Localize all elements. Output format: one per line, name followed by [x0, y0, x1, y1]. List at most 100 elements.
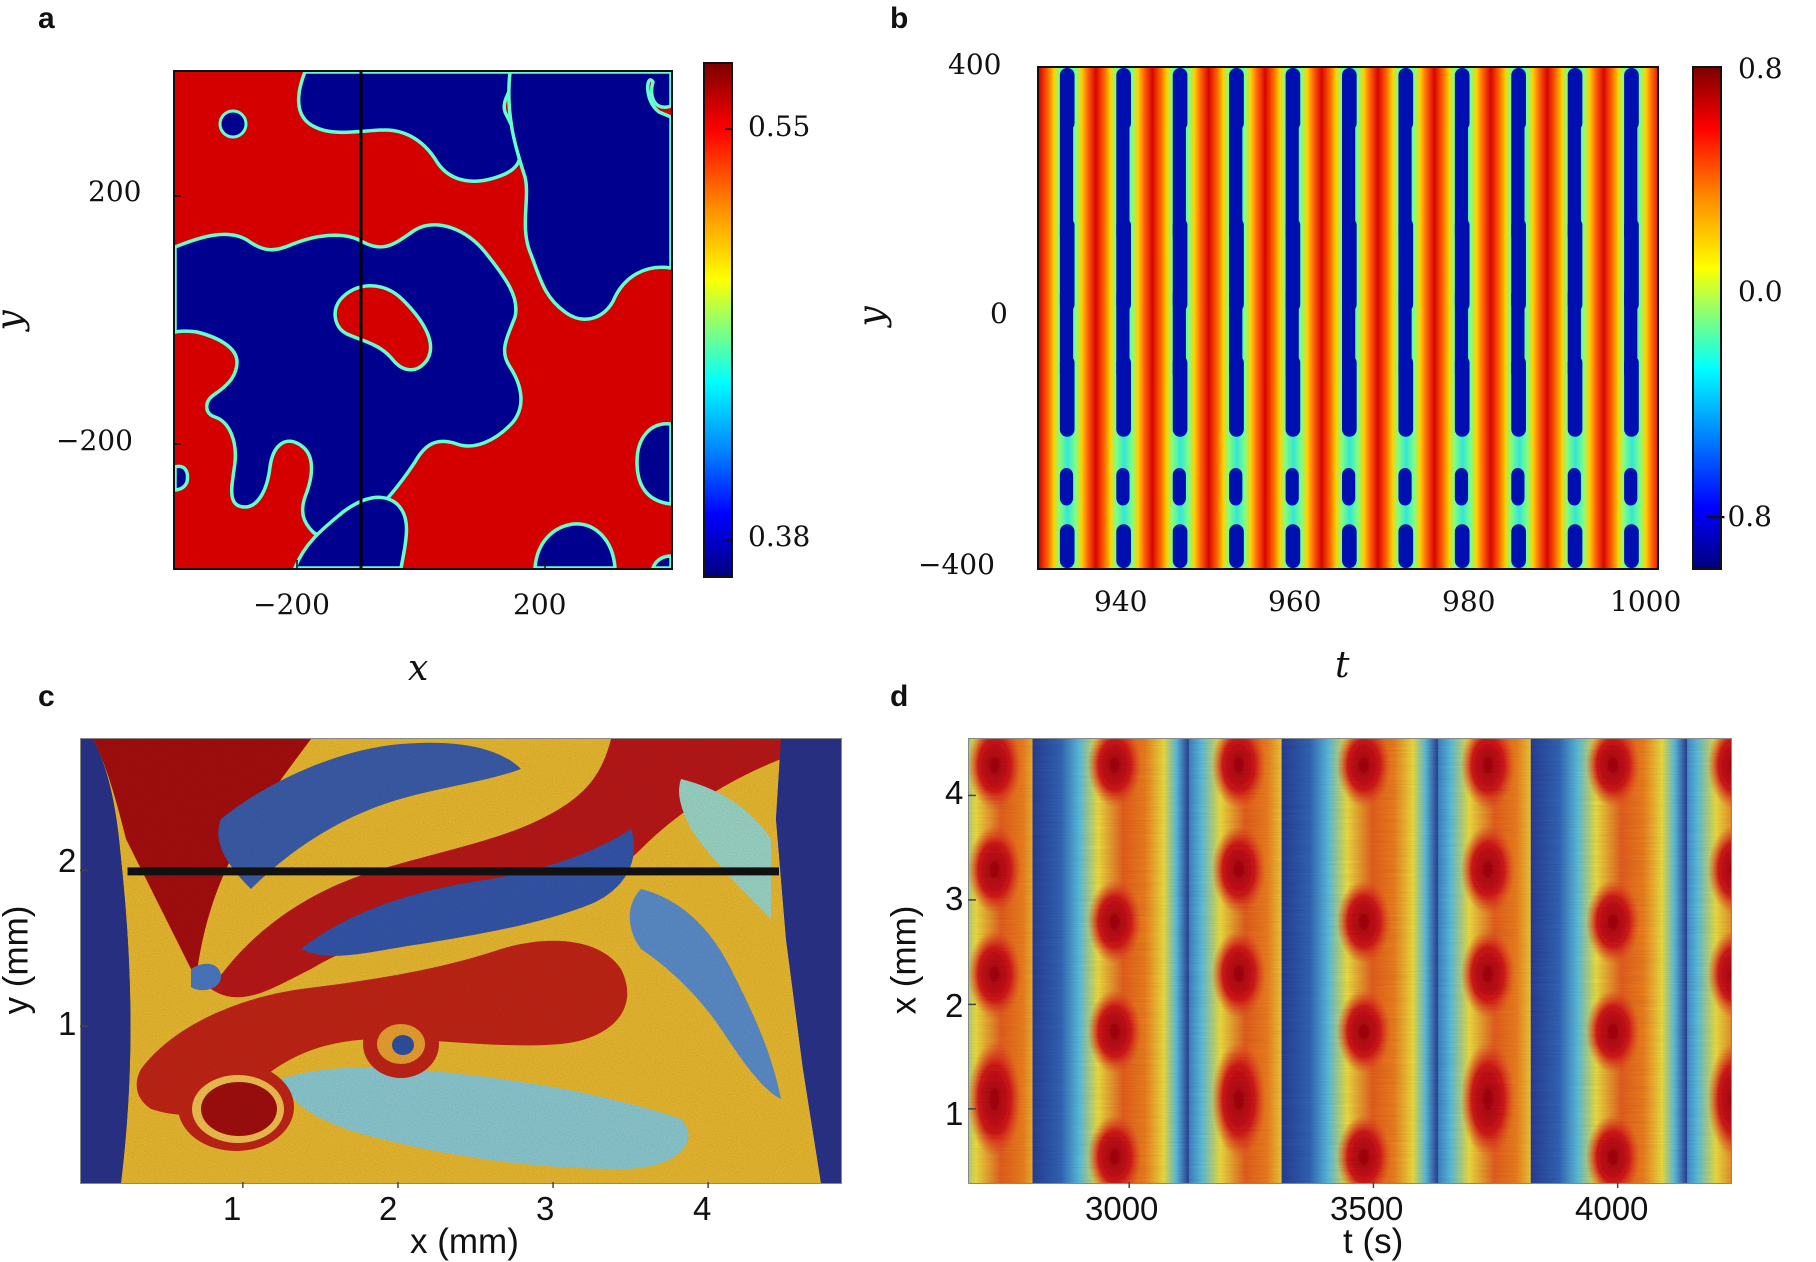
- panel-b-blob: [1059, 355, 1075, 437]
- panel-b-blob: [1285, 468, 1299, 506]
- panel-b-blob: [1342, 68, 1357, 131]
- panel-b-blob: [1059, 524, 1075, 568]
- panel-d-red-blob: [969, 739, 1022, 809]
- panel-b-blob: [1511, 355, 1526, 437]
- panel-c-right-mask: [776, 739, 841, 1183]
- panel-b-blob: [1567, 118, 1581, 243]
- panel-d-red-blob: [1586, 739, 1640, 807]
- panel-b-blob: [1116, 524, 1131, 568]
- panel-a-svg: [175, 72, 671, 568]
- panel-c-blue-band-mid: [301, 829, 635, 956]
- panel-a-blob-bottom-mid: [293, 495, 409, 568]
- panel-c-heatmap: [80, 738, 842, 1184]
- panel-a-colorbar: [703, 62, 733, 578]
- panel-b-blob: [1116, 355, 1131, 437]
- panel-letter-d: d: [890, 680, 909, 713]
- panel-d-tickmarks: [968, 794, 1619, 1188]
- panel-b-blob: [1285, 355, 1301, 437]
- panel-b-blob: [1116, 68, 1131, 131]
- panel-b-heatmap: [1037, 66, 1659, 570]
- panel-d-red-blob: [969, 825, 1022, 914]
- panel-b-blob: [1454, 524, 1470, 568]
- panel-b-ytick-neg400: −400: [918, 548, 995, 581]
- panel-d-red-blob: [1707, 826, 1731, 914]
- panel-c-blue-band-upper: [218, 742, 521, 889]
- panel-a-xlabel: x: [408, 648, 429, 689]
- panel-d-red-blob: [1586, 880, 1640, 964]
- panel-a-blob-right-top: [507, 72, 671, 321]
- panel-b-blob: [1398, 355, 1414, 437]
- panel-b-blob: [1172, 118, 1186, 243]
- panel-b-blob: [1172, 524, 1188, 568]
- panel-b-blob: [1567, 355, 1583, 437]
- panel-b-blob: [1511, 468, 1525, 506]
- panel-b-blob: [1398, 468, 1412, 506]
- panel-a-blob-bottom-right: [533, 522, 617, 568]
- panel-b-blob: [1342, 355, 1357, 437]
- panel-c-xtick-3: 3: [536, 1190, 555, 1227]
- panel-b-blob: [1624, 355, 1639, 437]
- panel-d-red-blob: [1087, 1115, 1142, 1183]
- panel-d-heatmap: [968, 738, 1732, 1184]
- panel-d-red-blob: [1707, 930, 1731, 1018]
- panel-d-red-blob: [1336, 1115, 1391, 1183]
- panel-c-ylabel: y (mm): [0, 905, 36, 1015]
- panel-d-red-blob: [1336, 989, 1391, 1074]
- panel-b-blob: [1342, 468, 1356, 506]
- panel-a-ytick-200: 200: [88, 175, 142, 208]
- panel-d-red-blob: [1461, 825, 1515, 914]
- panel-c-cyan-right: [679, 779, 771, 919]
- panel-b-blob: [1454, 118, 1469, 243]
- panel-a-red-island: [333, 284, 433, 372]
- panel-d-ytick-4: 4: [945, 774, 964, 811]
- panel-b-blob: [1059, 218, 1075, 312]
- panel-d-red-blob: [1586, 989, 1640, 1074]
- panel-a-blob-right-low: [635, 422, 671, 506]
- panel-b-blob: [1285, 118, 1299, 243]
- panel-c-xtick-2: 2: [379, 1190, 398, 1227]
- panel-c-cyan-lower: [281, 1067, 689, 1169]
- panel-c-left-mask: [81, 739, 131, 1183]
- panel-b-colorbar-tick-08: 0.8: [1738, 52, 1783, 85]
- panel-d-red-blob: [1211, 739, 1266, 809]
- panel-b-blob: [1172, 218, 1188, 312]
- panel-b-ylabel: y: [851, 306, 893, 327]
- panel-b-blob: [1624, 118, 1638, 243]
- panel-letter-c: c: [38, 680, 55, 713]
- panel-b-blob: [1624, 68, 1639, 131]
- panel-a-colorbar-tick-055: 0.55: [748, 110, 811, 143]
- panel-d-red-blob: [1211, 930, 1266, 1018]
- panel-b-blob: [1229, 118, 1243, 243]
- panel-c-tickmarks: [80, 869, 709, 1188]
- panel-b-blob: [1511, 218, 1526, 312]
- panel-b-blob: [1116, 118, 1130, 243]
- panel-a-small-circle: [218, 109, 248, 139]
- panel-b-blob: [1511, 524, 1526, 568]
- panel-d-xlabel: t (s): [1343, 1222, 1404, 1261]
- panel-b-ytick-400: 400: [948, 48, 1002, 81]
- panel-b-blob: [1454, 68, 1470, 131]
- panel-b-blob: [1567, 524, 1583, 568]
- panel-a-blob-bottom-right-corner: [651, 554, 671, 568]
- panel-b-blob: [1624, 524, 1639, 568]
- panel-d-xtick-3500: 3500: [1330, 1190, 1404, 1227]
- panel-b-blob: [1285, 524, 1301, 568]
- panel-b-blob: [1229, 524, 1244, 568]
- panel-d-red-blob: [1586, 1115, 1640, 1183]
- panel-b-xtick-940: 940: [1094, 585, 1148, 618]
- panel-b-blob: [1454, 468, 1469, 506]
- panel-d-red-blob: [1087, 880, 1142, 964]
- panel-b-blob: [1285, 218, 1301, 312]
- panel-b-blob: [1454, 355, 1470, 437]
- panel-b-blob: [1229, 468, 1243, 506]
- panel-c-xlabel: x (mm): [410, 1222, 519, 1261]
- panel-b-blob: [1229, 355, 1244, 437]
- panel-b-blob: [1172, 355, 1188, 437]
- panel-b-ytick-0: 0: [990, 297, 1008, 330]
- panel-b-blob: [1567, 68, 1583, 131]
- panel-d-ytick-1: 1: [945, 1095, 964, 1132]
- panel-a-tickmarks: [173, 195, 546, 568]
- panel-d-xtick-3000: 3000: [1085, 1190, 1159, 1227]
- panel-b-blob: [1172, 468, 1186, 506]
- panel-d-red-blob: [1707, 739, 1731, 809]
